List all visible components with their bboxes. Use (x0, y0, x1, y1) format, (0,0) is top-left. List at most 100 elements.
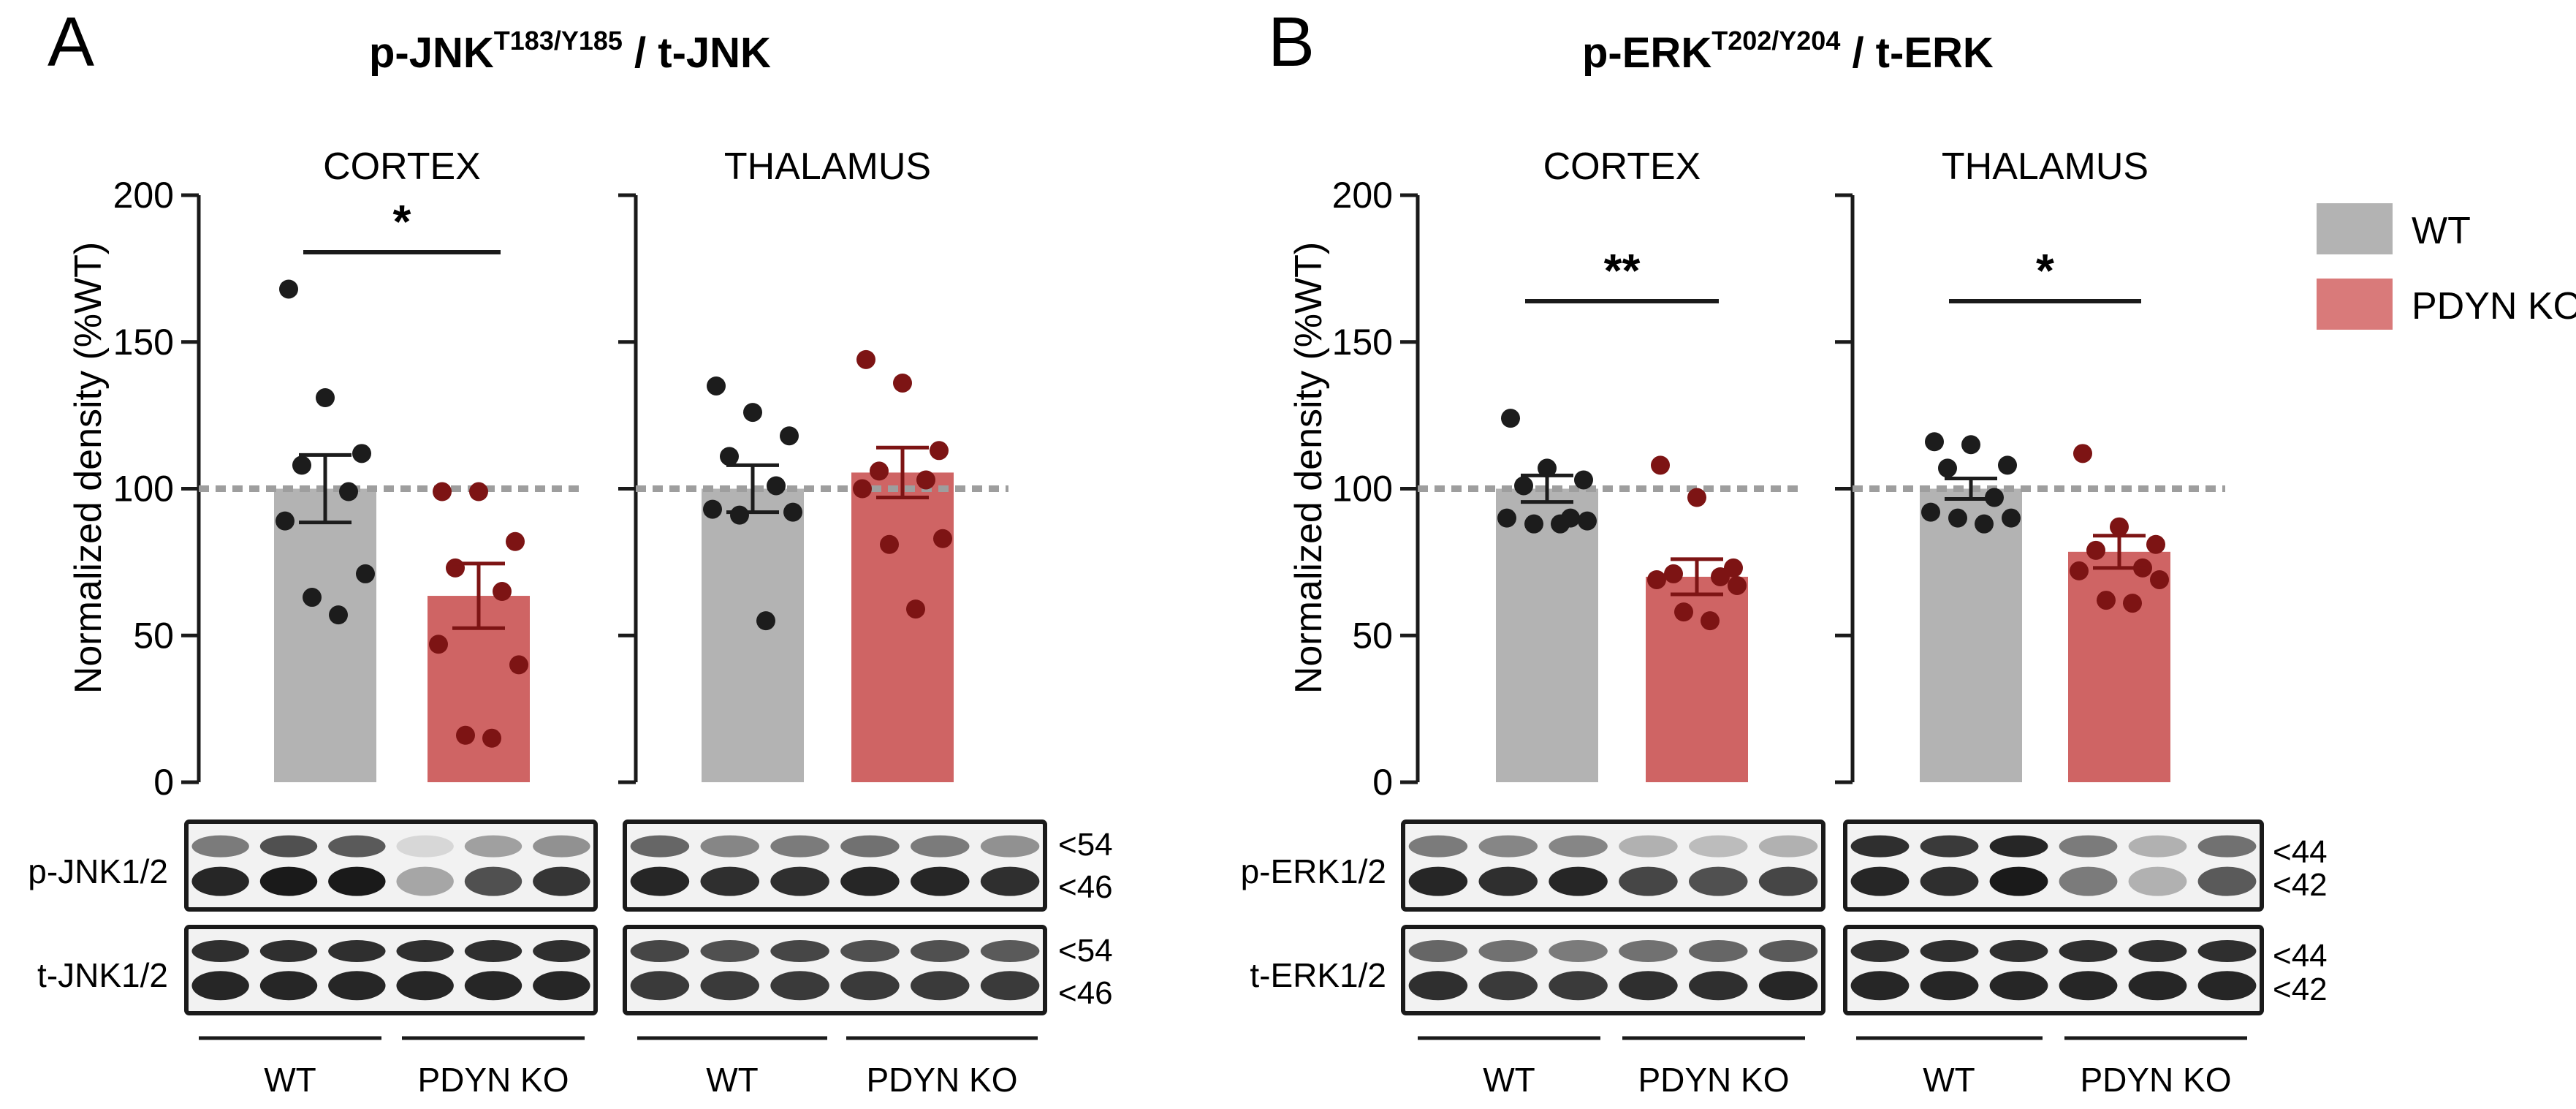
data-point (276, 511, 295, 531)
blot-band (1989, 971, 2048, 1001)
blot-band (533, 971, 590, 1001)
blot-band (840, 971, 900, 1001)
data-point (783, 502, 802, 522)
blot-band (191, 866, 249, 896)
blot-band (1758, 940, 1818, 963)
blot-band (1478, 866, 1538, 896)
data-point (1524, 514, 1543, 534)
y-tick-label: 100 (113, 469, 174, 510)
blot-band (911, 835, 970, 858)
blot-band (1850, 971, 1910, 1001)
blot-band (980, 866, 1040, 896)
data-point (2110, 517, 2129, 537)
blot-band (770, 940, 829, 963)
group-label-pdyn-ko: PDYN KO (866, 1061, 1017, 1099)
blot-band (1850, 835, 1910, 858)
panel-letter-a: A (48, 3, 94, 81)
data-point (456, 725, 475, 745)
blot-band (1478, 835, 1538, 858)
blot-band (770, 971, 829, 1001)
data-point (446, 558, 465, 578)
data-point (1948, 508, 1967, 528)
data-point (893, 373, 912, 393)
blot-band (2128, 971, 2187, 1001)
data-point (1961, 435, 1980, 455)
data-point (720, 447, 739, 466)
blot-band (1619, 940, 1678, 963)
blot-band (328, 971, 386, 1001)
blot-band (770, 835, 829, 858)
blot-band (328, 866, 386, 896)
blot-band (700, 971, 759, 1001)
blot-label-p-jnk: p-JNK1/2 (28, 852, 168, 890)
blot-band (1989, 940, 2048, 963)
blot-band (2128, 866, 2187, 896)
data-point (2002, 508, 2021, 528)
y-tick-label: 200 (1332, 175, 1393, 216)
bar-chart-a-cortex: CORTEX 0 50 100 150 200 * (113, 145, 585, 803)
phospho-blot (1843, 820, 2264, 912)
blot-band (2128, 835, 2187, 858)
mw-marker: <42 (2273, 972, 2328, 1007)
data-point (1998, 455, 2017, 475)
blot-band (533, 940, 590, 963)
blot-band (191, 971, 249, 1001)
data-point (429, 635, 448, 654)
bar-wt (1920, 488, 2022, 782)
blot-band (2197, 866, 2257, 896)
data-point (1501, 409, 1520, 428)
blot-band (396, 940, 454, 963)
y-tick-label: 150 (1332, 322, 1393, 363)
blot-band (464, 940, 523, 963)
panel-title-b: p-ERKT202/Y204 / t-ERK (1582, 26, 1994, 77)
bar-pdyn-ko (2068, 551, 2170, 782)
blot-band (1758, 835, 1818, 858)
data-point (856, 349, 875, 369)
bar-wt (274, 488, 376, 782)
blot-band (1408, 940, 1468, 963)
blot-band (1689, 940, 1748, 963)
phospho-blot (184, 820, 598, 912)
significance-stars: ** (1604, 244, 1641, 297)
blot-band (840, 940, 900, 963)
blot-band (2059, 971, 2118, 1001)
blot-band (328, 835, 386, 858)
blot-band (1549, 835, 1608, 858)
blot-band (259, 835, 318, 858)
blot-band (980, 940, 1040, 963)
legend-swatch-wt (2317, 203, 2393, 254)
data-point (1674, 602, 1693, 622)
blot-label-t-jnk: t-JNK1/2 (37, 956, 168, 994)
group-labels: WT PDYN KO WT PDYN KO WT PDYN KO WT PDYN… (199, 1036, 2247, 1099)
blot-band (630, 835, 690, 858)
y-tick-label: 0 (153, 762, 174, 803)
blot-band (2128, 940, 2187, 963)
blot-band (1689, 866, 1748, 896)
data-point (1538, 458, 1557, 478)
data-point (1574, 470, 1593, 490)
blot-band (1758, 971, 1818, 1001)
data-point (916, 470, 935, 490)
legend-swatch-pdyn-ko (2317, 279, 2393, 330)
bar-chart-b-thalamus: THALAMUS * (1835, 145, 2225, 784)
blot-band (396, 971, 454, 1001)
data-point (1975, 514, 1994, 534)
bar-wt (1496, 488, 1598, 782)
blot-band (1549, 866, 1608, 896)
data-point (2123, 594, 2142, 613)
data-point (1711, 567, 1730, 586)
legend-label-pdyn-ko: PDYN KO (2412, 285, 2576, 328)
blot-band (2197, 835, 2257, 858)
blot-band (911, 971, 970, 1001)
data-point (2086, 540, 2105, 560)
western-blots (184, 820, 2264, 1015)
data-point (506, 531, 525, 551)
data-point (329, 605, 348, 625)
data-point (703, 499, 722, 519)
data-point (2073, 444, 2092, 463)
y-axis-label-a: Normalized density (%WT) (67, 242, 110, 694)
blot-band (464, 971, 523, 1001)
data-point (756, 611, 775, 631)
blot-band (700, 835, 759, 858)
blot-band (630, 971, 690, 1001)
